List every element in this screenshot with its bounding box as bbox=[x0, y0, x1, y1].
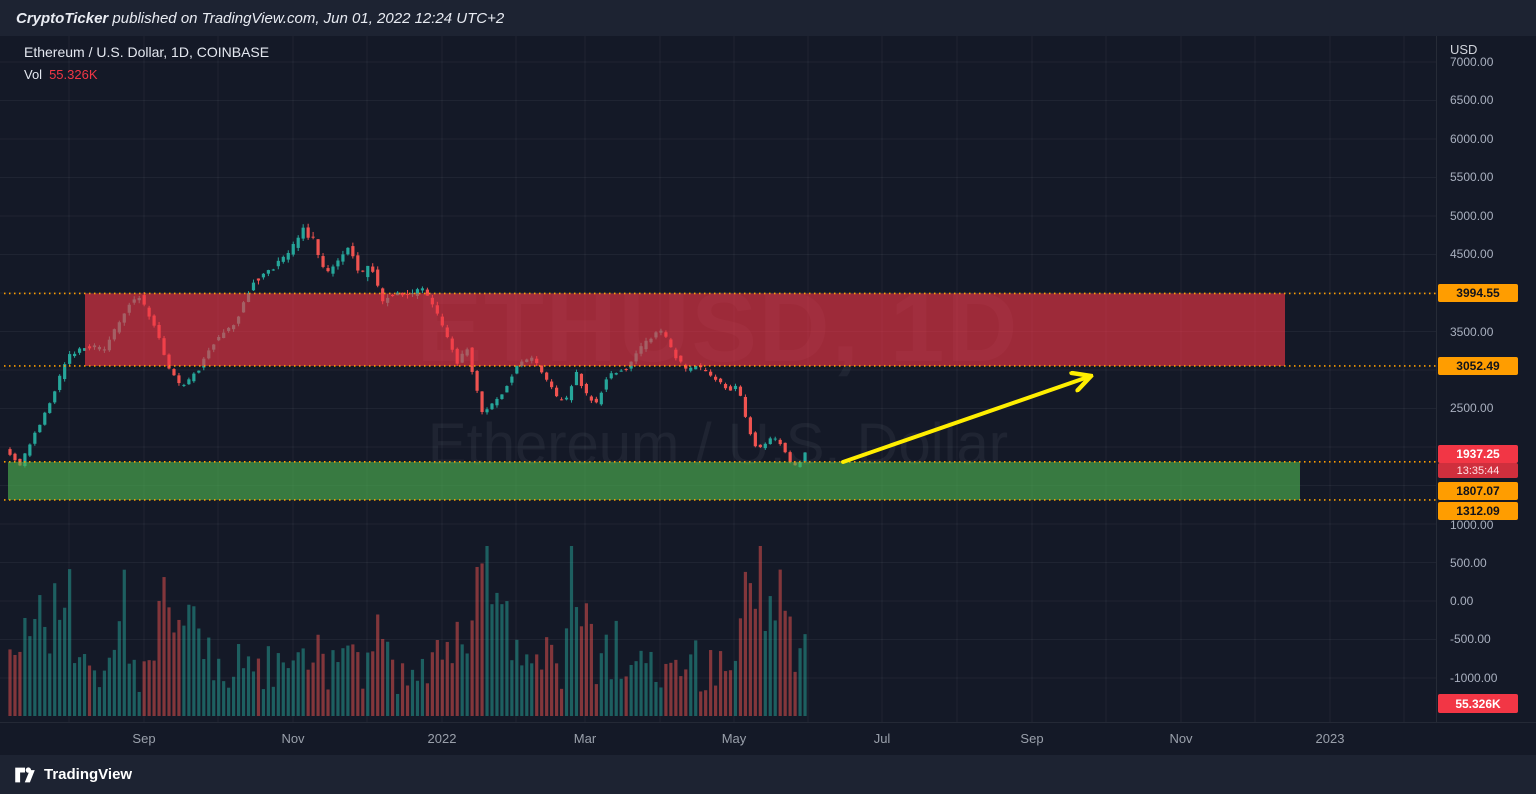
price-tick: 7000.00 bbox=[1450, 55, 1494, 69]
resistance-zone[interactable] bbox=[85, 293, 1285, 366]
time-tick: Jul bbox=[873, 731, 891, 746]
volume-label: Vol bbox=[24, 67, 43, 82]
time-tick: 2022 bbox=[427, 731, 457, 746]
price-tick: 0.00 bbox=[1450, 594, 1474, 608]
price-tick: 6500.00 bbox=[1450, 93, 1494, 107]
price-axis[interactable]: USD 7000.00 6500.00 6000.00 5500.00 5000.00 4… bbox=[1436, 36, 1536, 722]
time-tick: Sep bbox=[132, 731, 156, 746]
attribution-bar: CryptoTicker published on TradingView.co… bbox=[0, 0, 1536, 36]
axis-badge-13-35-44: 13:35:44 bbox=[1438, 463, 1518, 478]
volume-row: Vol 55.326K bbox=[24, 67, 269, 82]
axis-badge-3052-49: 3052.49 bbox=[1438, 357, 1518, 375]
volume-layer bbox=[8, 546, 807, 716]
price-tick: 500.00 bbox=[1450, 556, 1487, 570]
axis-badge-1807-07: 1807.07 bbox=[1438, 482, 1518, 500]
price-tick: 6000.00 bbox=[1450, 132, 1494, 146]
branding-bar: TradingView bbox=[0, 755, 1536, 794]
chart-region: ETHUSD, 1D Ethereum / U.S. Dollar Ethere… bbox=[0, 36, 1536, 755]
time-axis[interactable]: Sep Nov 2022 Mar May Jul Sep Nov 2023 bbox=[0, 722, 1536, 755]
time-tick: Nov bbox=[1169, 731, 1193, 746]
attribution-text: published on TradingView.com, Jun 01, 20… bbox=[108, 9, 505, 27]
tradingview-logo-icon[interactable] bbox=[14, 765, 36, 785]
support-zone[interactable] bbox=[8, 461, 1300, 500]
time-tick: Sep bbox=[1020, 731, 1044, 746]
axis-badge-55-326K: 55.326K bbox=[1438, 694, 1518, 713]
price-chart-plot[interactable] bbox=[0, 36, 1436, 722]
price-tick: 5000.00 bbox=[1450, 209, 1494, 223]
axis-badge-3994-55: 3994.55 bbox=[1438, 284, 1518, 302]
time-tick: May bbox=[721, 731, 747, 746]
tradingview-brand[interactable]: TradingView bbox=[44, 766, 133, 783]
time-tick: Mar bbox=[573, 731, 597, 746]
price-tick: 5500.00 bbox=[1450, 170, 1494, 184]
time-tick: 2023 bbox=[1315, 731, 1345, 746]
currency-label: USD bbox=[1450, 42, 1478, 57]
price-tick: -500.00 bbox=[1450, 632, 1491, 646]
projection-arrow[interactable] bbox=[841, 377, 1088, 464]
axis-badge-1312-09: 1312.09 bbox=[1438, 502, 1518, 520]
attribution-author: CryptoTicker bbox=[16, 9, 109, 27]
price-tick: 2500.00 bbox=[1450, 401, 1494, 415]
price-tick: 4500.00 bbox=[1450, 247, 1494, 261]
chart-legend: Ethereum / U.S. Dollar, 1D, COINBASE Vol… bbox=[24, 44, 269, 82]
gridlines bbox=[0, 36, 1436, 722]
price-tick: 3500.00 bbox=[1450, 325, 1494, 339]
price-tick: -1000.00 bbox=[1450, 671, 1498, 685]
volume-value: 55.326K bbox=[49, 67, 98, 82]
axis-badge-1937-25: 1937.25 bbox=[1438, 445, 1518, 463]
time-tick: Nov bbox=[281, 731, 305, 746]
price-tick: 1000.00 bbox=[1450, 518, 1494, 532]
symbol-title[interactable]: Ethereum / U.S. Dollar, 1D, COINBASE bbox=[24, 44, 270, 60]
